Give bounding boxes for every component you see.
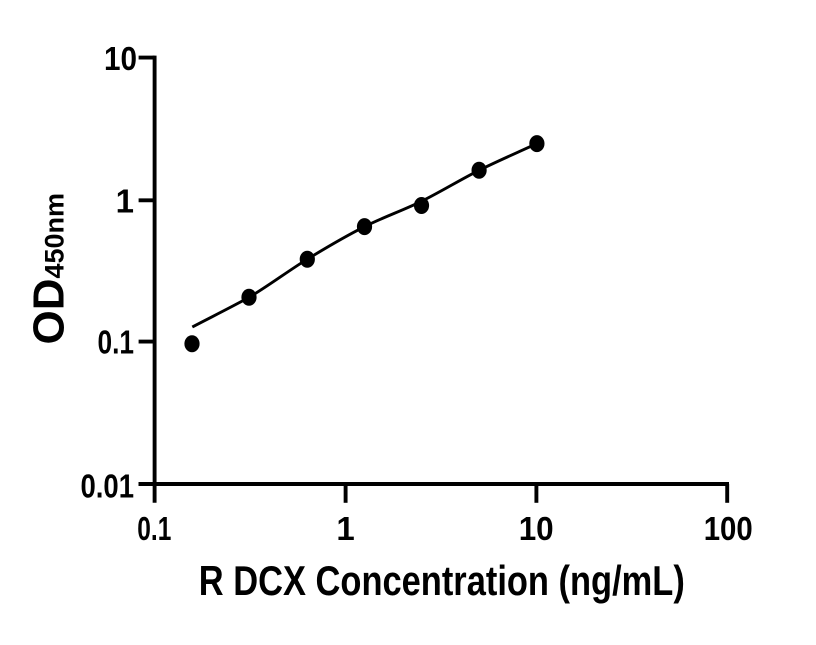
svg-text:10: 10 [519, 510, 554, 547]
svg-text:0.1: 0.1 [137, 510, 171, 547]
svg-text:100: 100 [704, 510, 753, 547]
svg-text:10: 10 [104, 40, 137, 77]
svg-text:R DCX Concentration (ng/mL): R DCX Concentration (ng/mL) [199, 557, 685, 604]
svg-text:0.01: 0.01 [81, 468, 135, 505]
svg-text:1: 1 [116, 183, 134, 220]
svg-text:1: 1 [336, 510, 354, 547]
svg-text:0.1: 0.1 [98, 324, 135, 361]
